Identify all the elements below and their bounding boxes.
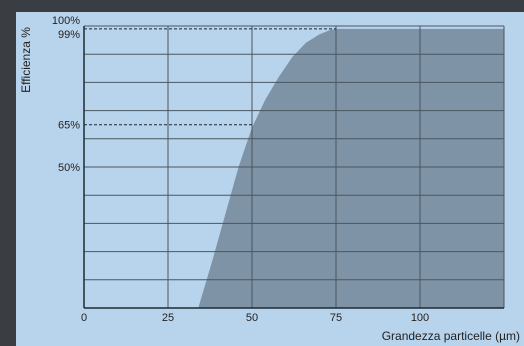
x-tick-label: 100 [411, 312, 429, 324]
efficiency-area [198, 28, 505, 308]
x-tick-label: 25 [162, 312, 174, 324]
x-tick-label: 0 [81, 312, 87, 324]
y-tick-label: 65% [58, 120, 80, 132]
y-tick-label: 99% [58, 29, 80, 41]
x-tick-label: 50 [246, 312, 258, 324]
chart-container: 0 25 50 75 100 100% 99% 65% 50% Grandezza partice… [16, 12, 524, 346]
x-tick-label: 75 [330, 312, 342, 324]
x-axis-title: Grandezza particelle (µm) [382, 329, 520, 343]
y-tick-label: 100% [52, 15, 80, 27]
efficiency-chart: 0 25 50 75 100 100% 99% 65% 50% Grandezza partice… [19, 15, 520, 343]
y-tick-label: 50% [58, 162, 80, 174]
y-axis-title: Efficienza % [19, 27, 33, 93]
